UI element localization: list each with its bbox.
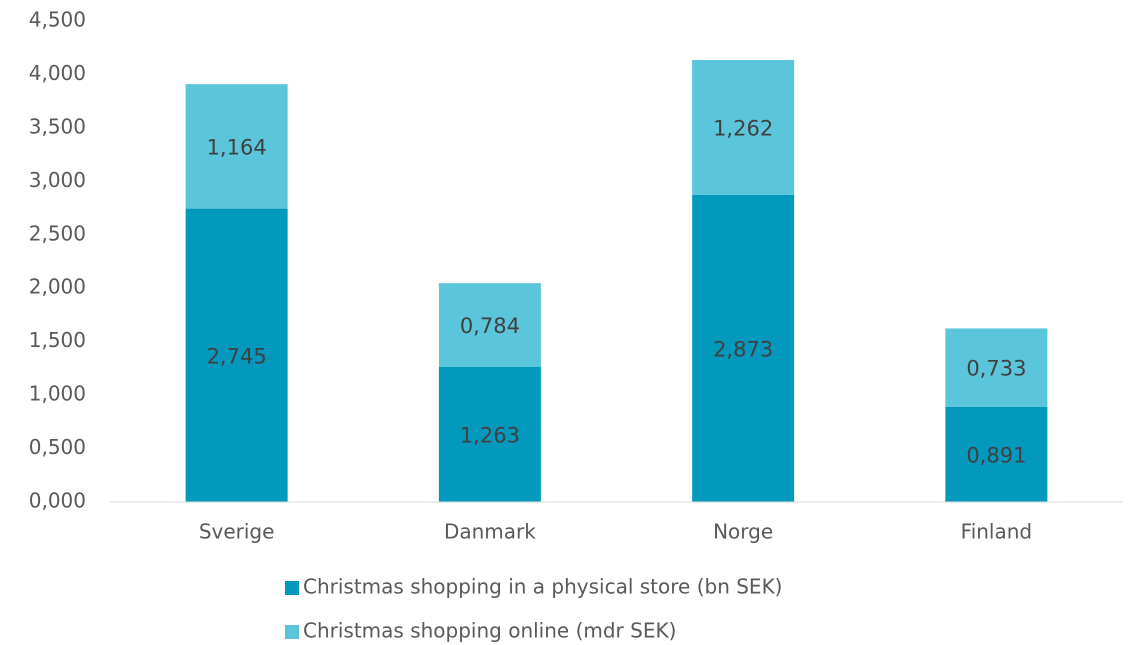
bar-segment	[438, 283, 541, 367]
data-label: 0,733	[966, 357, 1026, 381]
x-tick-label: Finland	[961, 520, 1032, 544]
data-label: 1,263	[460, 423, 520, 447]
x-tick-label: Norge	[713, 520, 773, 544]
y-tick-label: 0,000	[29, 489, 86, 513]
y-tick-label: 2,000	[29, 275, 86, 299]
y-tick-label: 1,000	[29, 382, 86, 406]
x-tick-label: Sverige	[199, 520, 275, 544]
legend-label: Christmas shopping in a physical store (…	[303, 575, 782, 599]
y-tick-label: 1,500	[29, 328, 86, 352]
y-tick-label: 3,000	[29, 168, 86, 192]
data-label: 2,873	[713, 337, 773, 361]
data-label: 0,784	[460, 314, 520, 338]
y-tick-label: 4,000	[29, 61, 86, 85]
y-tick-label: 0,500	[29, 435, 86, 459]
bar-segment	[692, 194, 795, 503]
data-label: 1,262	[713, 116, 773, 140]
legend-swatch	[285, 581, 299, 595]
y-tick-label: 2,500	[29, 221, 86, 245]
bar-segment	[185, 84, 288, 209]
bar-segment	[692, 60, 795, 195]
bar-segment	[945, 328, 1048, 407]
x-tick-label: Danmark	[444, 520, 536, 544]
legend-label: Christmas shopping online (mdr SEK)	[303, 619, 676, 643]
data-label: 2,745	[207, 344, 267, 368]
y-tick-label: 3,500	[29, 114, 86, 138]
y-tick-label: 4,500	[29, 8, 86, 32]
bar-segment	[945, 406, 1048, 502]
bar-segment	[438, 366, 541, 502]
legend-swatch	[285, 625, 299, 639]
data-label: 0,891	[966, 443, 1026, 467]
bar-segment	[185, 208, 288, 502]
data-label: 1,164	[207, 135, 267, 159]
